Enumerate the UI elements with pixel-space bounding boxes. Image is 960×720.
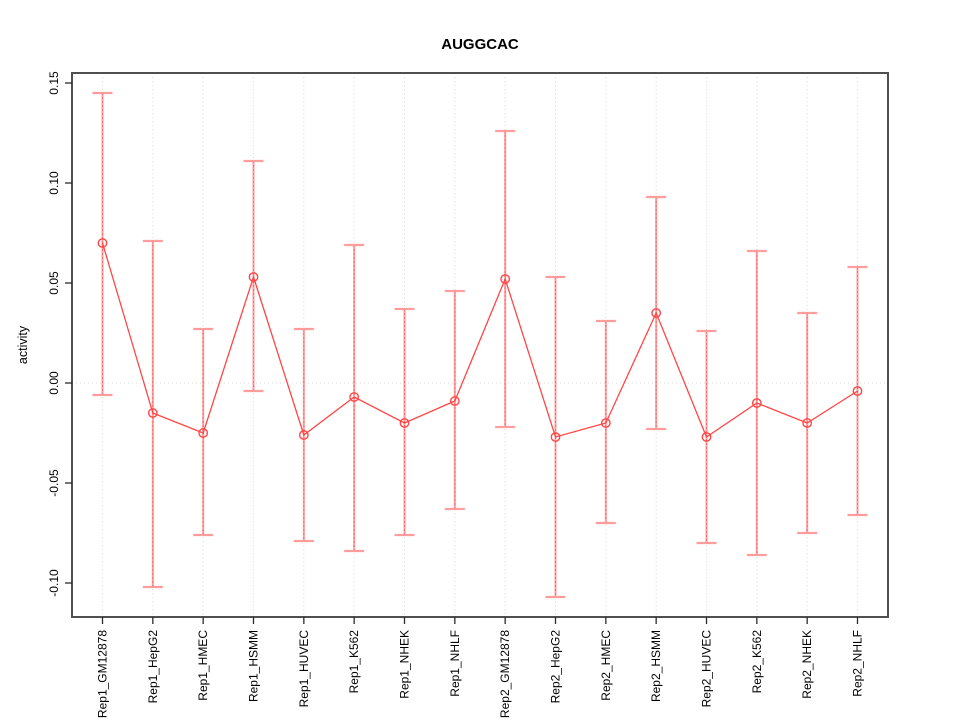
x-tick-label: Rep1_HUVEC [297,630,311,708]
y-tick-label: 0.05 [47,271,61,295]
data-point [600,418,611,428]
x-tick-label: Rep2_HepG2 [549,630,563,704]
data-point [399,418,410,428]
y-tick-label: -0.10 [47,569,61,597]
x-tick-label: Rep2_HMEC [599,630,613,701]
data-point [349,392,360,402]
x-tick-label: Rep1_HepG2 [146,630,160,704]
data-point [97,238,108,248]
y-tick-label: 0.00 [47,371,61,395]
chart-title: AUGGCAC [441,36,519,53]
x-tick-label: Rep1_NHEK [398,630,412,699]
x-tick-label: Rep2_HSMM [649,630,663,702]
data-point [701,432,712,442]
x-tick-label: Rep1_HMEC [196,630,210,701]
data-point [550,432,561,442]
y-axis-title: activity [16,325,30,364]
data-point [802,418,813,428]
y-tick-label: -0.05 [47,469,61,497]
x-tick-label: Rep1_K562 [347,630,361,694]
y-tick-label: 0.10 [47,171,61,195]
data-point [147,408,158,418]
data-point [449,396,460,406]
x-tick-label: Rep1_GM12878 [96,630,110,718]
x-tick-label: Rep2_HUVEC [700,630,714,708]
x-tick-label: Rep2_GM12878 [498,630,512,718]
data-point [248,272,259,282]
data-point [198,428,209,438]
x-tick-label: Rep2_K562 [750,630,764,694]
data-point [500,274,511,284]
x-tick-label: Rep2_NHLF [851,630,865,697]
data-point [751,398,762,408]
y-tick-label: 0.15 [47,71,61,95]
x-tick-label: Rep1_HSMM [247,630,261,702]
series-line [101,242,858,438]
x-tick-label: Rep1_NHLF [448,630,462,697]
data-point [298,430,309,440]
plot-area-box [71,72,889,618]
data-point [852,386,863,396]
data-point [651,308,662,318]
x-tick-label: Rep2_NHEK [800,630,814,699]
